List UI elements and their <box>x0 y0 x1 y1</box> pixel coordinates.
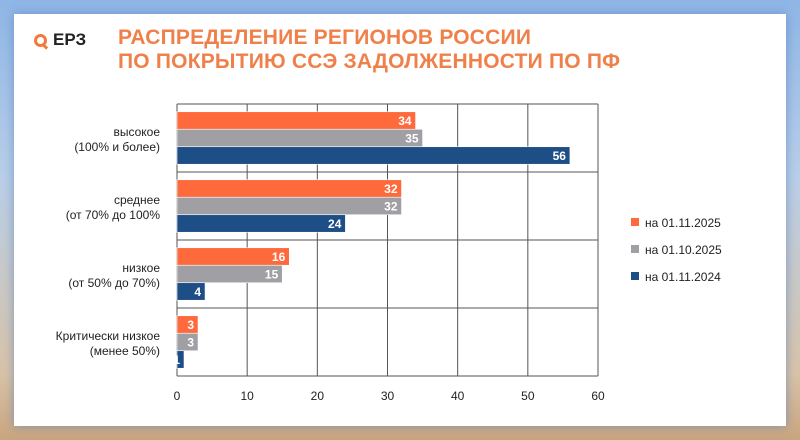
bar <box>176 264 283 284</box>
slide-card <box>14 14 786 426</box>
title-line-2: ПО ПОКРЫТИЮ ССЭ ЗАДОЛЖЕННОСТИ ПО ПФ <box>118 50 621 73</box>
data-label: 35 <box>405 131 419 145</box>
x-tick-label: 0 <box>174 389 181 403</box>
data-label: 32 <box>384 182 398 196</box>
category-sublabel: (100% и более) <box>74 140 160 154</box>
x-tick-label: 10 <box>240 389 254 403</box>
x-tick-label: 40 <box>451 389 465 403</box>
title-line-1: РАСПРЕДЕЛЕНИЕ РЕГИОНОВ РОССИИ <box>118 26 532 49</box>
x-tick-label: 60 <box>591 389 605 403</box>
data-label: 4 <box>194 285 201 299</box>
bar <box>176 179 402 198</box>
data-label: 15 <box>265 267 279 281</box>
logo: ЕРЗ <box>34 30 86 50</box>
page-title: РАСПРЕДЕЛЕНИЕ РЕГИОНОВ РОССИИ ПО ПОКРЫТИ… <box>118 26 620 74</box>
category-label: высокое <box>113 125 160 139</box>
bar <box>176 282 206 301</box>
logo-q-icon <box>34 33 47 47</box>
bar <box>176 146 571 165</box>
legend-label: на 01.11.2024 <box>645 270 721 284</box>
data-label: 34 <box>398 114 412 128</box>
data-label: 32 <box>384 199 398 213</box>
data-label: 56 <box>553 149 567 163</box>
data-label: 1 <box>173 353 180 367</box>
bar <box>176 196 402 216</box>
bar <box>176 111 416 130</box>
data-label: 24 <box>328 217 342 231</box>
category-sublabel: (от 70% до 100% <box>66 208 161 222</box>
bar <box>176 214 346 233</box>
x-tick-label: 30 <box>381 389 395 403</box>
category-sublabel: (менее 50%) <box>90 344 160 358</box>
legend-label: на 01.11.2025 <box>645 216 721 230</box>
legend-label: на 01.10.2025 <box>645 243 722 257</box>
legend-swatch <box>631 218 639 226</box>
logo-text: ЕРЗ <box>53 30 87 49</box>
data-label: 3 <box>187 318 194 332</box>
legend-swatch <box>631 272 639 280</box>
x-tick-label: 50 <box>521 389 535 403</box>
data-label: 16 <box>272 250 286 264</box>
bar <box>176 128 423 148</box>
category-label: среднее <box>114 193 160 207</box>
category-label: низкое <box>122 261 160 275</box>
category-label: Критически низкое <box>56 329 161 343</box>
bar <box>176 332 199 352</box>
data-label: 3 <box>187 335 194 349</box>
legend-swatch <box>631 245 639 253</box>
category-sublabel: (от 50% до 70%) <box>68 276 160 290</box>
x-tick-label: 20 <box>311 389 325 403</box>
bar <box>176 350 185 369</box>
